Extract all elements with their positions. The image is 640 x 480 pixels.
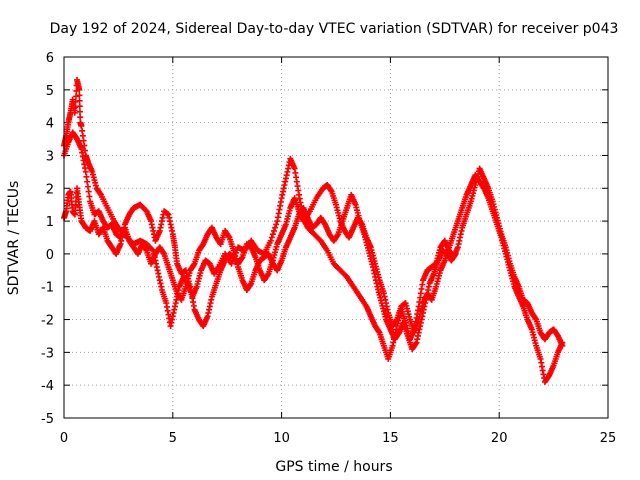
data-point [149, 246, 156, 253]
data-point [268, 234, 275, 241]
y-tick-label: 0 [46, 248, 54, 263]
data-point [76, 86, 83, 93]
data-point [270, 227, 277, 234]
x-tick-label: 20 [491, 431, 508, 446]
y-tick-label: 6 [46, 51, 54, 66]
series-2 [61, 129, 459, 353]
data-point [72, 93, 79, 100]
data-point [273, 221, 280, 228]
y-tick-label: 3 [46, 149, 54, 164]
data-point [71, 109, 78, 116]
y-axis-label: SDTVAR / TECUs [6, 181, 22, 296]
chart-title: Day 192 of 2024, Sidereal Day-to-day VTE… [50, 21, 619, 37]
data-point [76, 103, 83, 110]
data-point [76, 108, 83, 115]
y-tick-label: 4 [46, 117, 54, 132]
data-point [559, 339, 566, 346]
x-tick-label: 5 [169, 431, 177, 446]
y-tick-label: -1 [41, 281, 54, 296]
x-tick-label: 25 [600, 431, 617, 446]
y-axis-ticks: -5 -4 -3 -2 -1 0 1 2 3 4 5 6 [41, 51, 608, 427]
y-tick-label: -2 [41, 314, 54, 329]
data-point [72, 104, 79, 111]
data-point [76, 97, 83, 104]
y-tick-label: 5 [46, 84, 54, 99]
x-tick-label: 10 [273, 431, 290, 446]
x-tick-label: 0 [60, 431, 68, 446]
y-tick-label: -5 [41, 412, 54, 427]
x-tick-label: 15 [382, 431, 399, 446]
x-axis-label: GPS time / hours [275, 459, 392, 475]
y-tick-label: 2 [46, 182, 54, 197]
data-point [76, 92, 83, 99]
grid-lines [64, 57, 608, 418]
data-point [267, 237, 274, 244]
data-point [77, 114, 84, 121]
data-point [269, 231, 276, 238]
plot-frame [63, 56, 609, 419]
data-points [61, 76, 566, 385]
y-tick-label: -4 [41, 379, 54, 394]
y-tick-label: 1 [46, 215, 54, 230]
data-point [272, 224, 279, 231]
y-tick-label: -3 [41, 346, 54, 361]
data-point [72, 98, 79, 105]
series-1 [61, 172, 566, 385]
data-point [452, 250, 459, 257]
x-axis-ticks: 0 5 10 15 20 25 [60, 57, 616, 446]
